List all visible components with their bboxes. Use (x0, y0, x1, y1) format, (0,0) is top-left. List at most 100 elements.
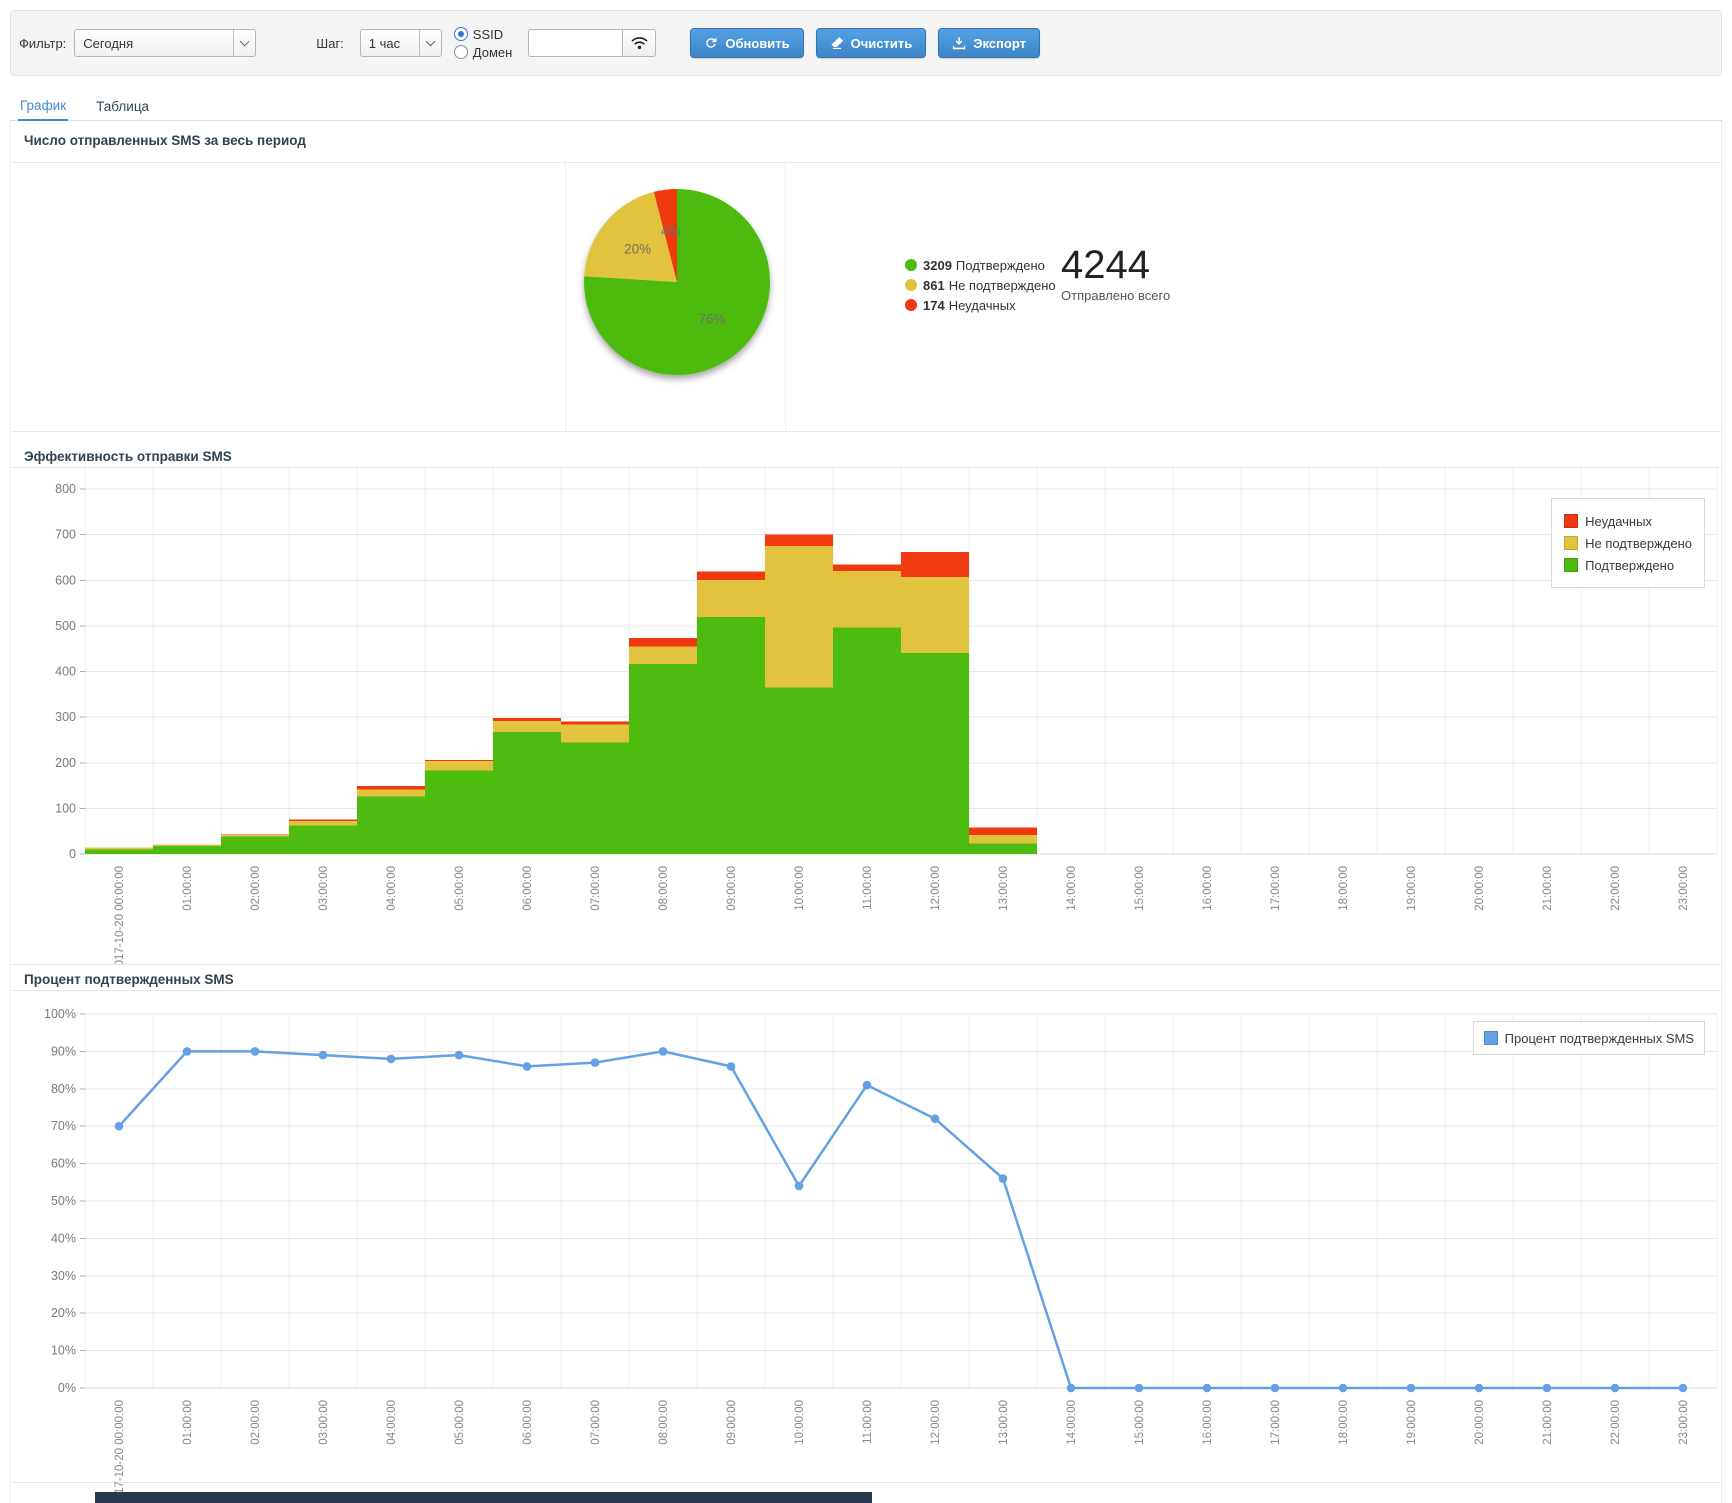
line-point (1474, 1383, 1484, 1393)
x-axis-label: 13:00:00 (998, 1400, 1010, 1445)
green-square-icon (1564, 558, 1579, 572)
bar-legend-label: Не подтверждено (1585, 535, 1692, 551)
x-axis-label: 04:00:00 (386, 866, 398, 911)
pie-legend-value: 861 (923, 277, 945, 293)
y-axis-label: 0% (58, 1381, 76, 1395)
pie-column-guides (565, 163, 786, 431)
tab-graph[interactable]: График (18, 94, 69, 121)
pie-slice (584, 191, 677, 282)
bar-legend-item-failed[interactable]: Неудачных (1564, 512, 1692, 530)
bar-segment (221, 836, 289, 854)
x-axis-label: 10:00:00 (794, 866, 806, 911)
bar-legend-item-confirmed[interactable]: Подтверждено (1564, 556, 1692, 574)
x-axis-label: 05:00:00 (454, 866, 466, 911)
bar-segment (153, 844, 221, 846)
pie-legend-item-unconfirmed[interactable]: 861 Не подтверждено (905, 275, 1056, 295)
x-axis-label: 20:00:00 (1474, 866, 1486, 911)
domain-radio[interactable]: Домен (453, 45, 512, 60)
clear-button-label: Очистить (850, 35, 913, 51)
radio-unselected-icon (453, 45, 468, 59)
x-axis-label: 15:00:00 (1134, 866, 1146, 911)
bar-segment (493, 732, 561, 854)
bar-legend: Неудачных Не подтверждено Подтверждено (1551, 498, 1705, 588)
y-axis-label: 10% (51, 1344, 76, 1358)
ssid-radio-label: SSID (472, 26, 504, 42)
pie-legend-label: Неудачных (948, 297, 1016, 313)
target-type-radios: SSID Домен (453, 26, 513, 60)
x-axis-label: 04:00:00 (386, 1400, 398, 1445)
step-select[interactable]: 1 час (359, 29, 442, 57)
bar-segment (901, 577, 969, 653)
line-point (1066, 1383, 1076, 1393)
ssid-radio[interactable]: SSID (453, 26, 513, 42)
filter-select[interactable]: Сегодня (74, 29, 257, 57)
pie-legend: 3209 Подтверждено 861 Не подтверждено 17… (905, 255, 1056, 315)
bar-segment (425, 760, 493, 761)
clear-button[interactable]: Очистить (815, 28, 927, 58)
bar-segment (561, 742, 629, 854)
pie-legend-item-failed[interactable]: 174 Неудачных (905, 295, 1056, 315)
x-axis-label: 20:00:00 (1474, 1400, 1486, 1445)
bar-segment (629, 638, 697, 647)
line-point (250, 1047, 260, 1056)
wifi-button[interactable] (622, 29, 657, 57)
bar-segment (289, 819, 357, 822)
line-legend-item[interactable]: Процент подтвержденных SMS (1483, 1029, 1694, 1047)
line-point (726, 1062, 736, 1071)
pie-legend-label: Не подтверждено (948, 277, 1056, 293)
content-panel: Число отправленных SMS за весь период 76… (10, 121, 1722, 1503)
bar-segment (969, 827, 1037, 835)
line-legend-label: Процент подтвержденных SMS (1504, 1030, 1694, 1046)
pie-section-title: Число отправленных SMS за весь период (24, 133, 306, 148)
y-axis-label: 600 (55, 573, 76, 587)
pie-legend-item-confirmed[interactable]: 3209 Подтверждено (905, 255, 1056, 275)
bar-segment (697, 616, 765, 854)
line-point (114, 1121, 124, 1131)
y-axis-label: 300 (55, 710, 76, 724)
ssid-search-input[interactable] (528, 29, 623, 57)
line-point (318, 1050, 328, 1060)
blue-square-icon (1483, 1031, 1498, 1045)
bar-segment (765, 687, 833, 854)
bar-legend-item-unconfirmed[interactable]: Не подтверждено (1564, 534, 1692, 552)
x-axis-label: 12:00:00 (930, 1400, 942, 1445)
bar-segment (561, 721, 629, 725)
x-axis-label: 08:00:00 (658, 1400, 670, 1445)
line-point (386, 1054, 396, 1064)
bar-segment (153, 845, 221, 854)
x-axis-label: 01:00:00 (182, 866, 194, 911)
view-tabs: График Таблица (10, 96, 1722, 121)
ssid-search-group (528, 29, 657, 57)
line-point (794, 1181, 804, 1191)
x-axis-label: 21:00:00 (1542, 866, 1554, 911)
tab-table[interactable]: Таблица (96, 99, 150, 114)
download-icon (953, 37, 966, 50)
pie-slice-label: 4% (661, 223, 681, 238)
bar-segment (697, 571, 765, 580)
pie-slice-label: 76% (698, 311, 725, 326)
pie-chart-svg: 76% 20% 4% (584, 188, 771, 375)
y-axis-label: 30% (51, 1269, 76, 1283)
x-axis-label: 15:00:00 (1134, 1400, 1146, 1445)
pie-slice (653, 188, 677, 282)
line-point (658, 1047, 668, 1056)
pie-slice-label: 20% (624, 241, 651, 256)
bar-segment (833, 571, 901, 628)
line-point (930, 1114, 940, 1123)
bar-segment (289, 825, 357, 854)
refresh-button[interactable]: Обновить (690, 28, 804, 58)
line-point (1542, 1383, 1552, 1393)
x-axis-label: 16:00:00 (1202, 866, 1214, 911)
x-axis-label: 19:00:00 (1406, 866, 1418, 911)
line-point (998, 1174, 1008, 1183)
bar-segment (221, 834, 289, 837)
line-point (1610, 1383, 1620, 1393)
line-point (1406, 1383, 1416, 1393)
x-axis-label: 02:00:00 (250, 1400, 262, 1445)
y-axis-label: 20% (51, 1306, 76, 1320)
bottom-edge-element (95, 1492, 872, 1503)
export-button[interactable]: Экспорт (938, 28, 1040, 58)
x-axis-label: 23:00:00 (1678, 866, 1690, 911)
chevron-down-icon (418, 30, 441, 56)
bar-segment (425, 770, 493, 854)
